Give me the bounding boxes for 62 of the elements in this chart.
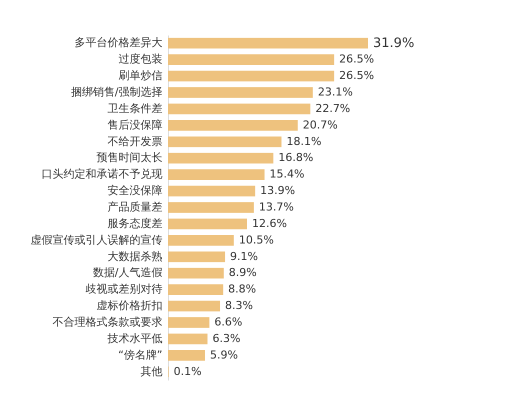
data-label: 5.9%: [210, 348, 238, 362]
bar: [168, 104, 310, 114]
bar: [168, 54, 334, 65]
bar: [168, 334, 208, 344]
data-label: 6.6%: [214, 316, 242, 328]
data-label: 8.9%: [228, 266, 257, 280]
data-label: 26.5%: [339, 69, 374, 82]
data-label: 10.5%: [238, 233, 274, 246]
bar: [168, 350, 205, 361]
data-label: 16.8%: [278, 151, 314, 164]
y-tick-label: 大数据杀熟: [108, 250, 162, 263]
data-label: 0.1%: [174, 364, 202, 378]
y-tick-label: “傍名牌”: [118, 348, 162, 362]
data-label: 31.9%: [373, 36, 414, 52]
data-label: 13.9%: [260, 184, 296, 198]
bar: [168, 70, 334, 82]
bar: [168, 136, 282, 148]
data-label: 15.4%: [270, 168, 305, 181]
data-label: 26.5%: [339, 52, 374, 66]
y-tick-label: 不给开发票: [108, 134, 162, 148]
data-label: 9.1%: [230, 250, 258, 263]
data-label: 23.1%: [318, 86, 353, 98]
y-tick-label: 捆绑销售/强制选择: [70, 86, 162, 98]
bar: [168, 284, 224, 295]
bar: [168, 38, 368, 49]
y-tick-label: 口头约定和承诺不予兑现: [42, 168, 162, 181]
y-tick-label: 过度包装: [118, 52, 162, 66]
bar: [168, 169, 265, 180]
y-tick-label: 卫生条件差: [108, 102, 162, 115]
y-tick-label: 预售时间太长: [96, 151, 162, 164]
bar: [168, 87, 313, 98]
data-label: 13.7%: [258, 200, 294, 214]
data-label: 22.7%: [315, 102, 350, 115]
y-tick-label: 其他: [140, 364, 162, 378]
y-tick-label: 多平台价格差异大: [74, 36, 162, 50]
data-label: 8.3%: [225, 299, 253, 312]
bar: [168, 235, 234, 246]
y-tick-label: 数据/人气造假: [92, 266, 162, 280]
y-tick-label: 服务态度差: [108, 216, 162, 230]
y-tick-label: 产品质量差: [108, 200, 162, 214]
bar: [168, 300, 220, 312]
data-label: 18.1%: [286, 134, 322, 148]
bar: [168, 152, 274, 164]
bar: [168, 186, 256, 196]
y-tick-label: 虚标价格折扣: [96, 299, 162, 312]
bar: [168, 202, 254, 213]
y-tick-label: 虚假宣传或引人误解的宣传: [30, 233, 162, 246]
data-label: 6.3%: [212, 332, 240, 345]
bar: [168, 218, 247, 230]
bar: [168, 120, 298, 131]
bar: [168, 251, 226, 262]
y-tick-label: 刷单炒信: [118, 69, 162, 82]
y-tick-label: 技术水平低: [106, 332, 162, 345]
bar: [168, 317, 210, 328]
bar: [168, 268, 224, 279]
y-tick-label: 不合理格式条款或要求: [52, 316, 162, 328]
y-tick-label: 安全没保障: [108, 184, 162, 198]
data-label: 8.8%: [228, 282, 256, 296]
y-tick-label: 售后没保障: [108, 118, 162, 132]
y-tick-label: 歧视或差别对待: [86, 282, 162, 296]
data-label: 20.7%: [302, 118, 338, 132]
data-label: 12.6%: [252, 216, 287, 230]
